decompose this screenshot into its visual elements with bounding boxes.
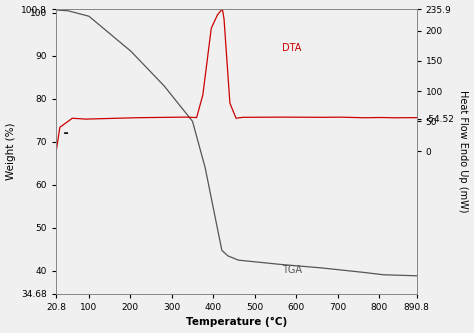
Text: TGA: TGA [282, 265, 301, 275]
Text: DTA: DTA [282, 43, 301, 53]
Y-axis label: Heat Flow Endo Up (mW): Heat Flow Endo Up (mW) [458, 90, 468, 213]
X-axis label: Temperature (°C): Temperature (°C) [186, 317, 287, 327]
Y-axis label: Weight (%): Weight (%) [6, 123, 16, 180]
